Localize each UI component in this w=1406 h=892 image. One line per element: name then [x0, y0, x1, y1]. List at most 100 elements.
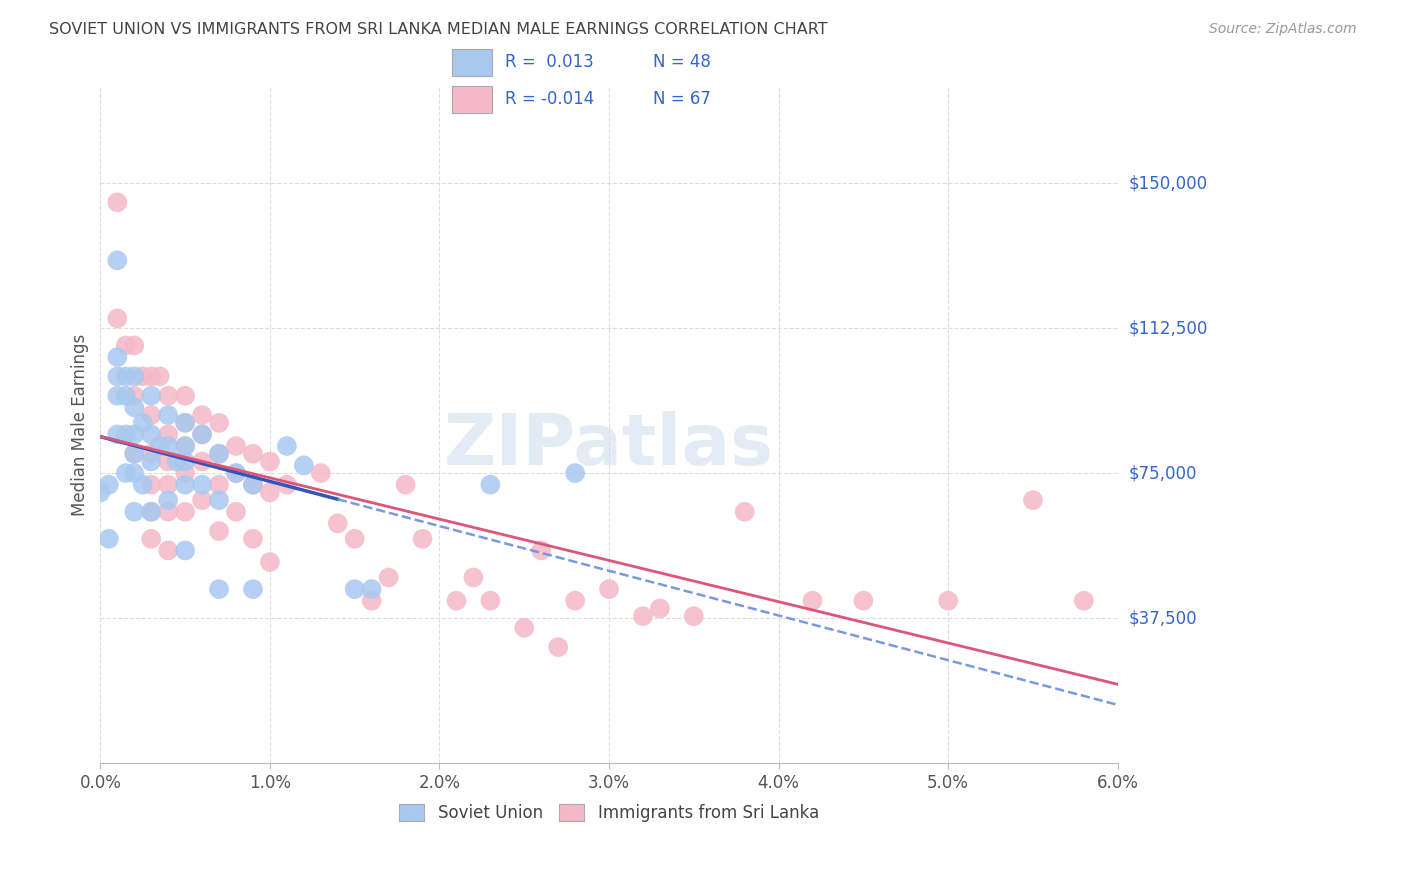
Text: R = -0.014: R = -0.014	[505, 90, 593, 108]
Point	[208, 493, 231, 508]
Point	[114, 369, 136, 384]
Point	[479, 593, 502, 607]
Point	[343, 532, 366, 546]
Point	[242, 477, 264, 491]
Point	[394, 477, 416, 491]
Point	[412, 532, 434, 546]
Point	[174, 505, 197, 519]
Point	[208, 416, 231, 430]
Point	[132, 416, 155, 430]
Point	[360, 593, 382, 607]
Point	[191, 427, 214, 442]
Point	[208, 477, 231, 491]
Point	[682, 609, 704, 624]
Point	[122, 401, 145, 415]
Point	[564, 593, 586, 607]
Point	[157, 505, 180, 519]
Point	[122, 466, 145, 480]
Point	[114, 427, 136, 442]
Text: $150,000: $150,000	[1129, 174, 1208, 192]
Point	[174, 389, 197, 403]
FancyBboxPatch shape	[453, 49, 492, 76]
Point	[174, 543, 197, 558]
Point	[259, 454, 281, 468]
Point	[114, 338, 136, 352]
Point	[105, 427, 128, 442]
Text: N = 48: N = 48	[654, 54, 711, 71]
Point	[326, 516, 349, 531]
Point	[174, 416, 197, 430]
Point	[157, 454, 180, 468]
Point	[122, 447, 145, 461]
Point	[157, 477, 180, 491]
Point	[242, 477, 264, 491]
Point	[141, 389, 163, 403]
Point	[513, 621, 536, 635]
Point	[259, 485, 281, 500]
Point	[105, 253, 128, 268]
Point	[122, 338, 145, 352]
Point	[122, 369, 145, 384]
Point	[166, 454, 188, 468]
Point	[479, 477, 502, 491]
Point	[89, 485, 111, 500]
Point	[141, 532, 163, 546]
Point	[105, 389, 128, 403]
Point	[141, 505, 163, 519]
Point	[157, 439, 180, 453]
Point	[97, 532, 120, 546]
Point	[105, 350, 128, 364]
Point	[276, 439, 298, 453]
Point	[360, 582, 382, 596]
Point	[208, 582, 231, 596]
Point	[547, 640, 569, 654]
Point	[105, 311, 128, 326]
Point	[734, 505, 756, 519]
Point	[225, 505, 247, 519]
Text: $112,500: $112,500	[1129, 319, 1208, 337]
Point	[157, 427, 180, 442]
Text: $37,500: $37,500	[1129, 609, 1198, 627]
Point	[141, 369, 163, 384]
Point	[174, 454, 197, 468]
Point	[225, 466, 247, 480]
Point	[208, 524, 231, 538]
Point	[122, 505, 145, 519]
Text: ZIPatlas: ZIPatlas	[444, 410, 775, 480]
Point	[141, 408, 163, 422]
Point	[1022, 493, 1045, 508]
Point	[157, 408, 180, 422]
Point	[114, 389, 136, 403]
Point	[225, 439, 247, 453]
Point	[122, 389, 145, 403]
Point	[141, 447, 163, 461]
Point	[530, 543, 553, 558]
Point	[105, 369, 128, 384]
Text: N = 67: N = 67	[654, 90, 711, 108]
Point	[141, 505, 163, 519]
Point	[598, 582, 620, 596]
Point	[259, 555, 281, 569]
Point	[208, 447, 231, 461]
Point	[141, 477, 163, 491]
Point	[174, 439, 197, 453]
Point	[242, 532, 264, 546]
Point	[141, 454, 163, 468]
Point	[157, 389, 180, 403]
Point	[122, 447, 145, 461]
Point	[132, 477, 155, 491]
Point	[564, 466, 586, 480]
Point	[463, 570, 485, 584]
Point	[191, 477, 214, 491]
Point	[292, 458, 315, 473]
Point	[648, 601, 671, 615]
Point	[936, 593, 959, 607]
Point	[157, 543, 180, 558]
Point	[174, 416, 197, 430]
Y-axis label: Median Male Earnings: Median Male Earnings	[72, 334, 89, 516]
Point	[105, 195, 128, 210]
Text: $75,000: $75,000	[1129, 464, 1198, 482]
Point	[149, 369, 172, 384]
Point	[242, 447, 264, 461]
Point	[122, 427, 145, 442]
